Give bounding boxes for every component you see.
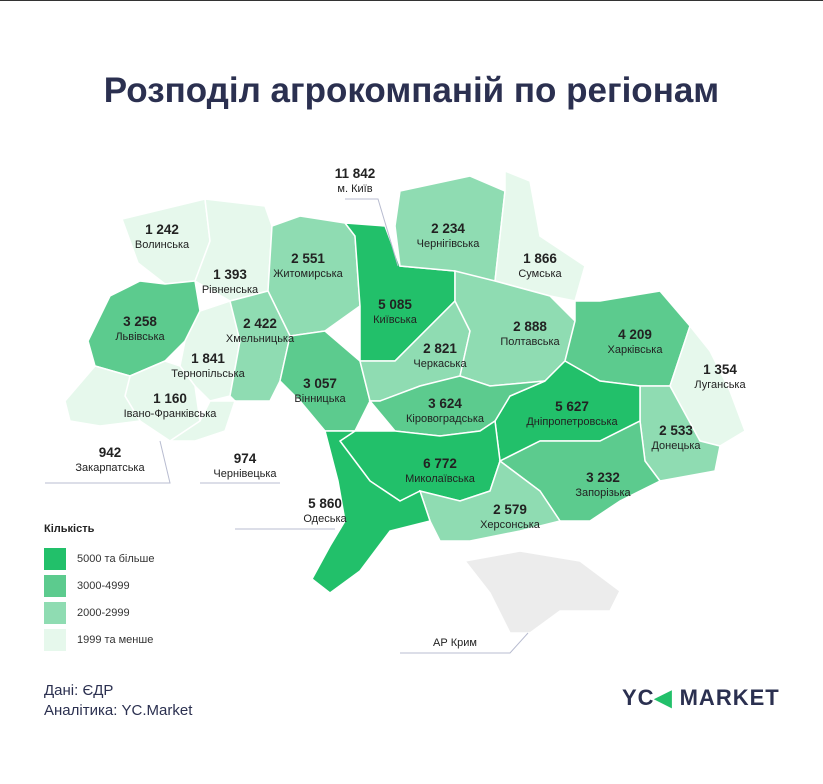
legend-label: 3000-4999 bbox=[77, 579, 130, 592]
region-name: Закарпатська bbox=[75, 462, 145, 474]
legend-swatch bbox=[44, 574, 66, 597]
legend-swatch bbox=[44, 601, 66, 624]
region-name: Запорізька bbox=[575, 487, 631, 499]
leader-line bbox=[345, 198, 399, 267]
region-name: Донецька bbox=[651, 440, 701, 452]
region-value: 2 579 bbox=[493, 502, 527, 517]
region-value: 5 860 bbox=[308, 496, 342, 511]
region-value: 1 242 bbox=[145, 222, 179, 237]
leader-line bbox=[45, 440, 171, 484]
region-value: 974 bbox=[234, 451, 257, 466]
region-name: Кіровоградська bbox=[406, 413, 485, 425]
region-name: Сумська bbox=[518, 268, 562, 280]
region-23 bbox=[418, 459, 562, 542]
region-name: Хмельницька bbox=[226, 333, 295, 345]
region-value: 3 258 bbox=[123, 314, 157, 329]
region-name: Львівська bbox=[115, 331, 165, 343]
region-value: 2 533 bbox=[659, 423, 693, 438]
region-value: 1 354 bbox=[703, 362, 737, 377]
region-value: 2 888 bbox=[513, 319, 547, 334]
legend: Кількість 5000 та більше 3000-4999 2000-… bbox=[44, 523, 154, 653]
region-9 bbox=[229, 290, 291, 402]
legend-item: 5000 та більше bbox=[44, 545, 154, 572]
region-name: Миколаївська bbox=[405, 473, 476, 485]
region-value: 1 160 bbox=[153, 391, 187, 406]
region-name: Одеська bbox=[303, 513, 347, 525]
legend-label: 1999 та менше bbox=[77, 633, 154, 646]
legend-title: Кількість bbox=[44, 523, 95, 535]
region-value: 11 842 bbox=[335, 166, 376, 181]
region-name: Черкаська bbox=[413, 358, 467, 370]
region-name: м. Київ bbox=[337, 183, 372, 195]
region-value: 2 551 bbox=[291, 251, 325, 266]
legend-item: 1999 та менше bbox=[44, 626, 154, 653]
region-6 bbox=[494, 169, 586, 302]
region-name: Чернівецька bbox=[213, 468, 277, 480]
region-11 bbox=[64, 365, 142, 427]
region-name: Луганська bbox=[694, 379, 746, 391]
legend-swatch bbox=[44, 547, 66, 570]
region-value: 6 772 bbox=[423, 456, 457, 471]
region-value: 1 866 bbox=[523, 251, 557, 266]
region-value: 5 627 bbox=[555, 399, 589, 414]
region-name: Вінницька bbox=[294, 393, 346, 405]
page-title: Розподіл агрокомпаній по регіонам bbox=[103, 71, 720, 110]
region-12 bbox=[167, 400, 237, 442]
region-24 bbox=[311, 430, 431, 594]
legend-label: 2000-2999 bbox=[77, 606, 130, 619]
region-name: Житомирська bbox=[273, 268, 343, 280]
region-name: Київська bbox=[373, 314, 418, 326]
region-value: 3 624 bbox=[428, 396, 462, 411]
yc-market-logo: YC◀ MARKET bbox=[622, 685, 780, 710]
region-name: Івано-Франківська bbox=[124, 408, 218, 420]
region-value: 3 057 bbox=[303, 376, 337, 391]
region-name: Харківська bbox=[608, 344, 664, 356]
region-value: 1 841 bbox=[191, 351, 225, 366]
region-name: Дніпропетровська bbox=[526, 416, 618, 428]
region-name: Херсонська bbox=[480, 519, 541, 531]
region-value: 2 422 bbox=[243, 316, 277, 331]
region-name: Тернопільська bbox=[171, 368, 245, 380]
data-source: Дані: ЄДР bbox=[44, 682, 114, 699]
region-value: 4 209 bbox=[618, 327, 652, 342]
region-name: Полтавська bbox=[500, 336, 560, 348]
region-25 bbox=[463, 550, 621, 634]
region-value: 3 232 bbox=[586, 470, 620, 485]
legend-label: 5000 та більше bbox=[77, 552, 155, 565]
region-name: Волинська bbox=[135, 239, 190, 251]
region-value: 5 085 bbox=[378, 297, 412, 312]
region-value: 942 bbox=[99, 445, 122, 460]
leader-line bbox=[400, 632, 529, 654]
analytics-credit: Аналітика: YC.Market bbox=[44, 702, 193, 719]
region-20 bbox=[368, 375, 546, 437]
region-value: 2 821 bbox=[423, 341, 457, 356]
region-name: АР Крим bbox=[433, 637, 477, 649]
region-value: 2 234 bbox=[431, 221, 465, 236]
region-name: Чернігівська bbox=[417, 238, 481, 250]
source-note: Дані: ЄДР Аналітика: YC.Market bbox=[44, 681, 192, 721]
legend-item: 3000-4999 bbox=[44, 572, 154, 599]
legend-item: 2000-2999 bbox=[44, 599, 154, 626]
region-name: Рівненська bbox=[202, 284, 259, 296]
legend-swatch bbox=[44, 628, 66, 651]
region-value: 1 393 bbox=[213, 267, 247, 282]
